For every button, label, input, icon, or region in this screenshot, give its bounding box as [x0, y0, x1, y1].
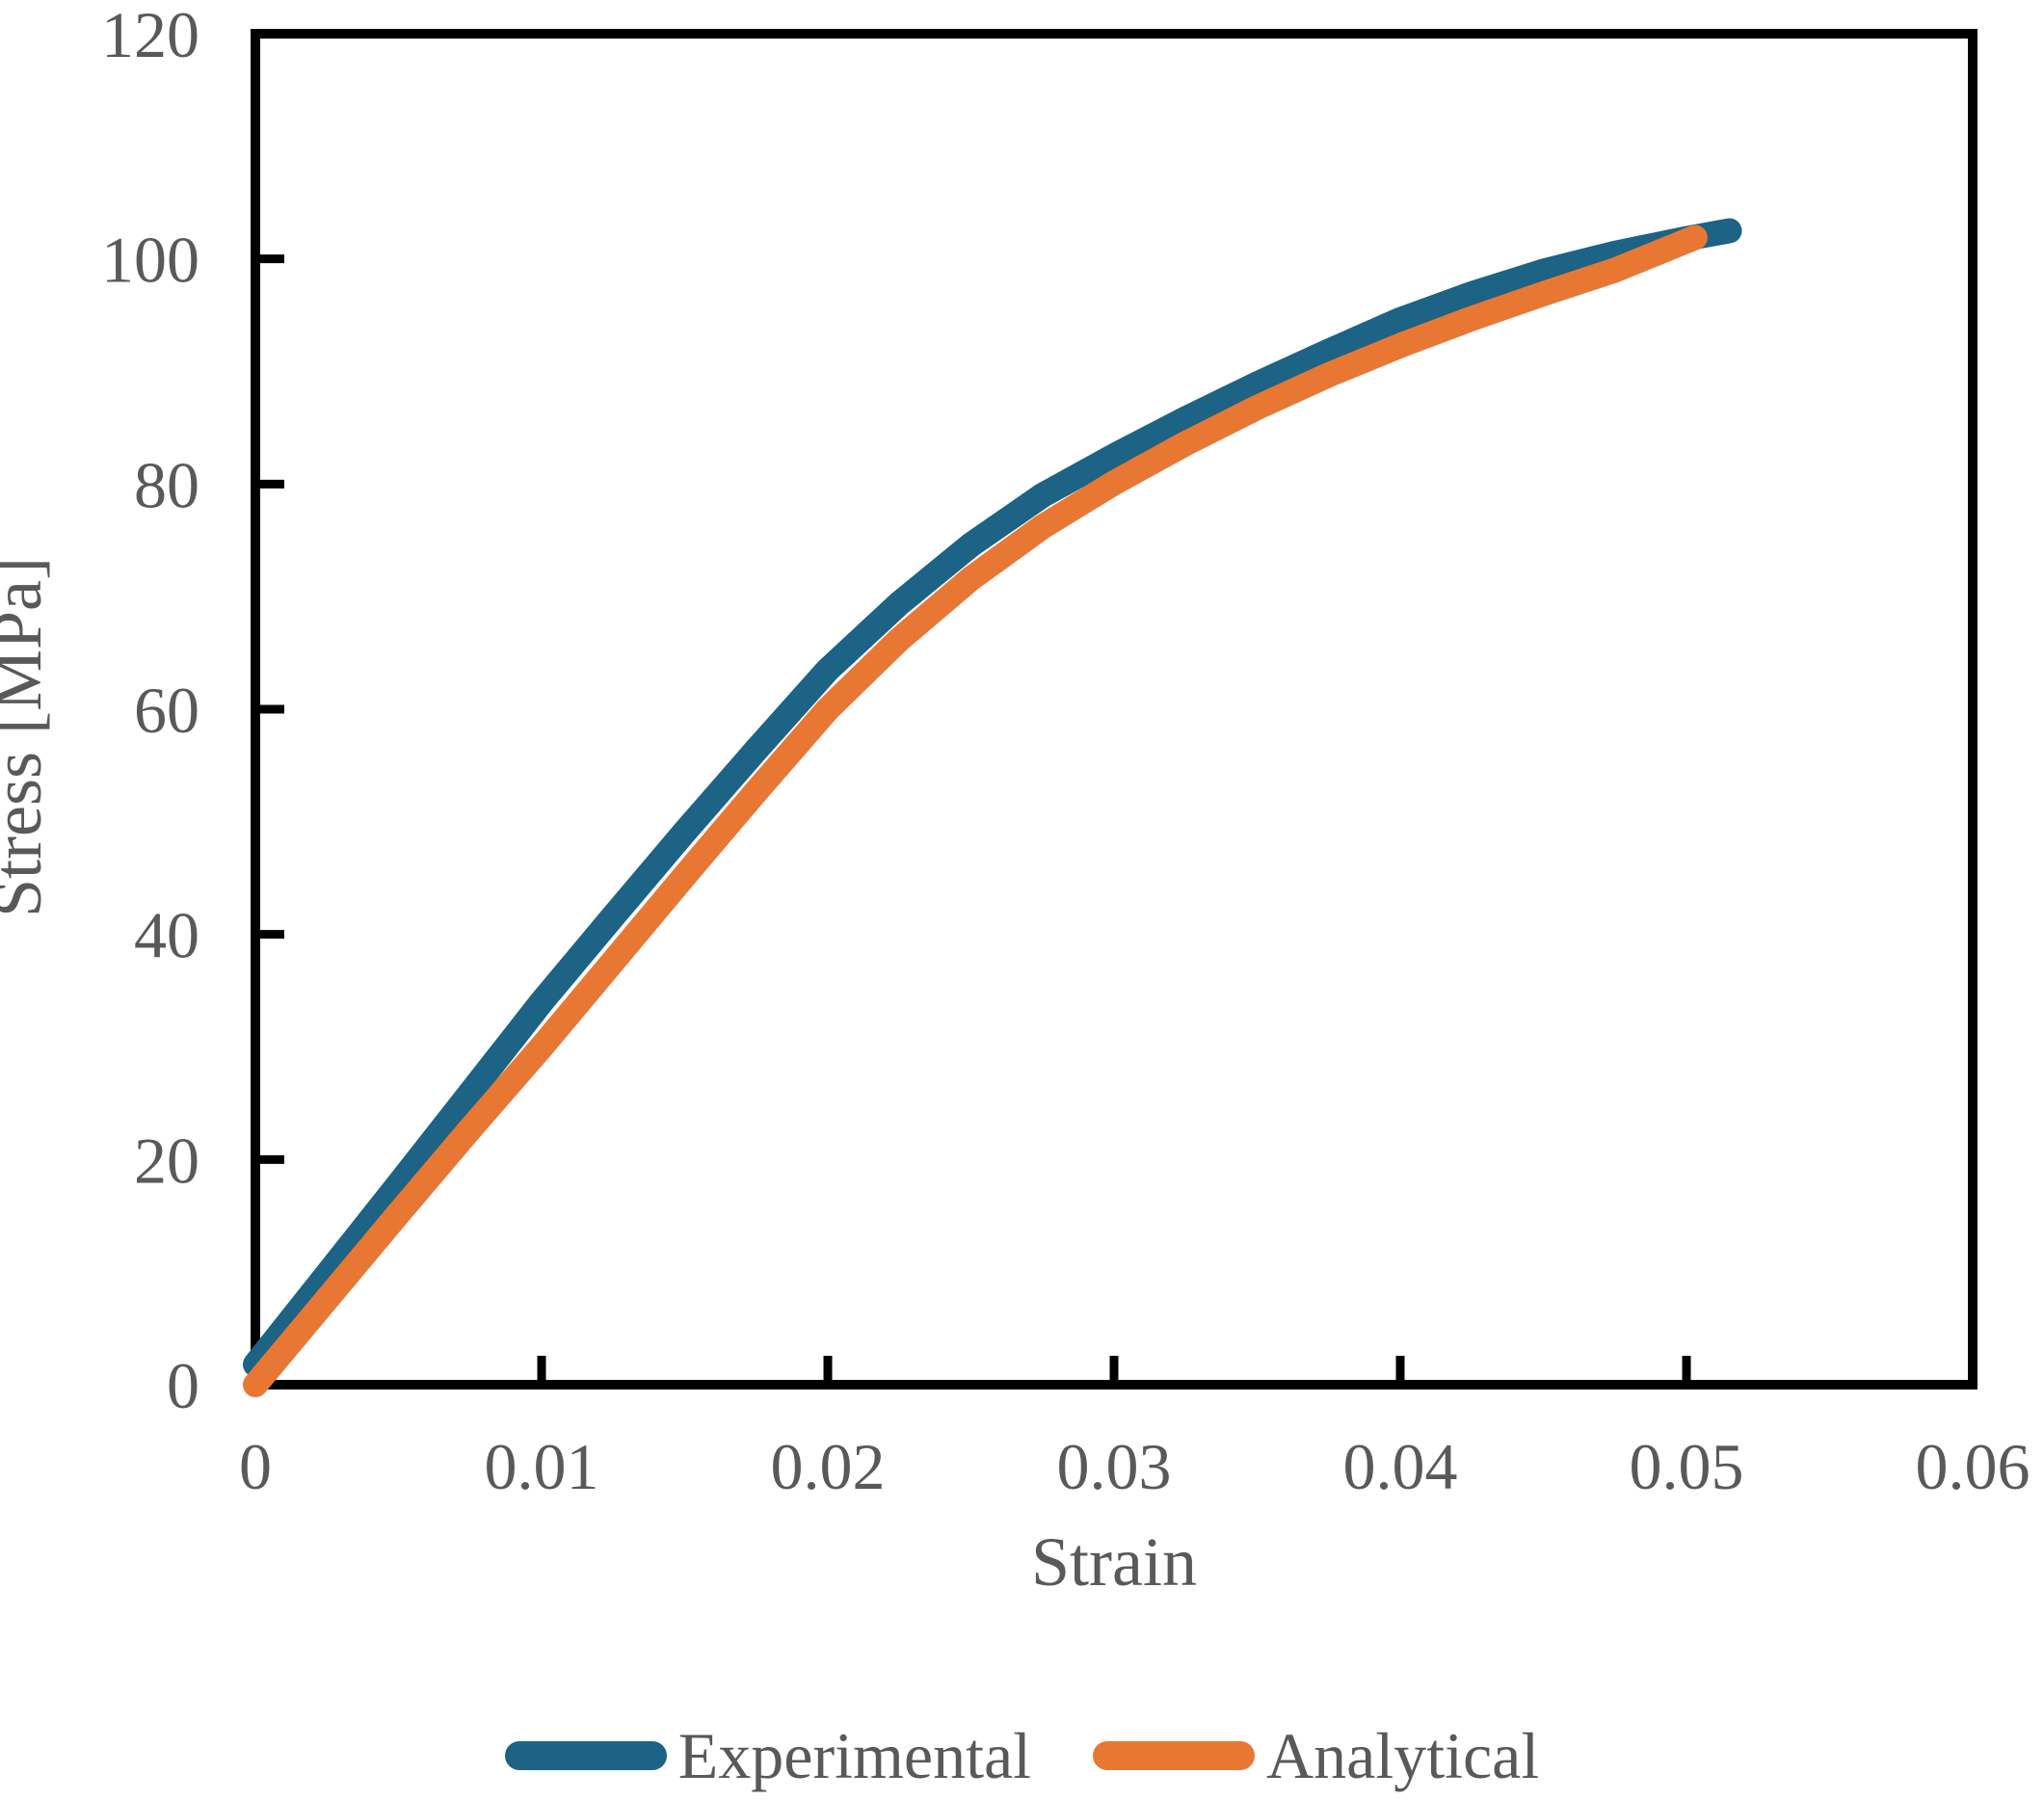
x-tick-label: 0.06	[1916, 1430, 2031, 1503]
y-tick-label: 100	[101, 224, 199, 297]
y-tick-label: 80	[134, 448, 199, 521]
y-tick-label: 120	[101, 0, 199, 71]
x-tick-label: 0.01	[485, 1430, 599, 1503]
x-tick-label: 0.04	[1343, 1430, 1458, 1503]
x-axis-title: Strain	[1031, 1523, 1197, 1601]
y-tick-label: 60	[134, 674, 199, 747]
legend-item-experimental: Experimental	[504, 1719, 1032, 1792]
y-axis-title: Stress [MPa]	[0, 557, 56, 917]
legend-item-analytical: Analytical	[1093, 1723, 1539, 1788]
experimental-curve	[243, 218, 1742, 1377]
y-tick-label: 40	[134, 899, 199, 972]
x-tick-label: 0.02	[771, 1430, 886, 1503]
x-tick-label: 0.03	[1057, 1430, 1172, 1503]
legend-label-analytical: Analytical	[1266, 1719, 1540, 1792]
x-tick-label: 0	[239, 1430, 272, 1503]
y-tick-label: 20	[134, 1124, 199, 1197]
legend-label-experimental: Experimental	[677, 1719, 1032, 1792]
y-tick-label: 0	[167, 1349, 199, 1422]
legend: Experimental Analytical	[0, 1717, 2044, 1794]
experimental-line-swatch	[504, 1741, 667, 1770]
analytical-line-swatch	[1093, 1741, 1256, 1770]
analytical-curve	[243, 225, 1708, 1397]
x-tick-label: 0.05	[1630, 1430, 1744, 1503]
